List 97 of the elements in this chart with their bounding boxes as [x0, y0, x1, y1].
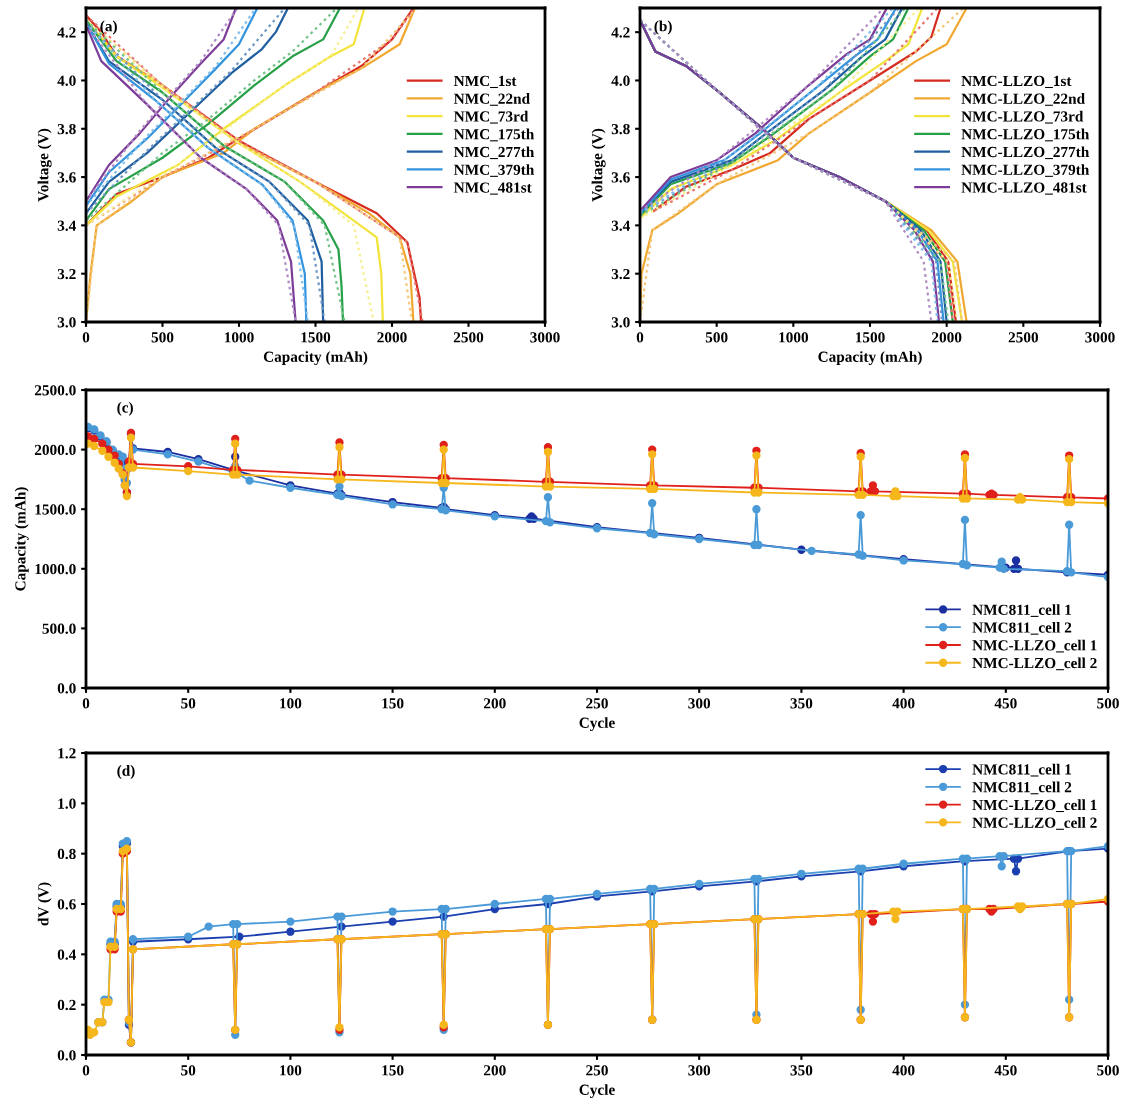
y-tick-label: 0.2	[57, 999, 76, 1011]
legend-label: NMC811_cell 1	[972, 763, 1072, 777]
x-tick-label: 2000	[932, 332, 962, 343]
legend-label: NMC811_cell 1	[972, 604, 1072, 617]
y-tick-label: 0.4	[57, 949, 76, 960]
x-tick-label: 450	[994, 1065, 1017, 1076]
legend-label: NMC_22nd	[453, 93, 530, 106]
legend-label: NMC-LLZO_cell 1	[972, 799, 1097, 813]
y-tick-label: 0.0	[57, 1050, 76, 1061]
x-tick-label: 1500	[301, 332, 331, 343]
x-tick-label: 100	[280, 698, 302, 709]
y-tick-label: 3.8	[611, 123, 630, 135]
legend-label: NMC-LLZO_22nd	[961, 93, 1085, 106]
y-tick-label: 4.0	[57, 75, 76, 86]
legend-label: NMC-LLZO_cell 2	[972, 817, 1097, 830]
x-tick-label: 200	[483, 1065, 506, 1076]
legend-label: NMC_277th	[453, 146, 535, 160]
x-tick-label: 300	[688, 698, 711, 709]
x-tick-label: 500	[151, 332, 174, 343]
y-tick-label: 0.6	[57, 899, 76, 910]
y-tick-label: 3.2	[611, 268, 630, 280]
x-tick-label: 150	[382, 698, 404, 709]
x-tick-label: 0	[82, 698, 90, 709]
text: (c)	[117, 401, 133, 416]
x-tick-label: 100	[280, 1065, 302, 1076]
y-tick-label: 3.8	[57, 123, 76, 135]
y-axis-title: Voltage (V)	[591, 128, 606, 202]
y-axis-title: dV (V)	[37, 882, 52, 926]
x-tick-label: 3000	[1085, 332, 1115, 343]
text: (d)	[117, 765, 135, 779]
y-tick-label: 3.2	[57, 268, 76, 280]
x-tick-label: 50	[181, 1065, 196, 1076]
y-tick-label: 3.4	[57, 220, 76, 231]
y-tick-label: 4.2	[57, 27, 76, 38]
x-axis-title: Cycle	[579, 1084, 615, 1099]
x-tick-label: 300	[688, 1065, 711, 1076]
legend-label: NMC-LLZO_cell 2	[972, 657, 1097, 671]
y-tick-label: 500.0	[42, 623, 76, 634]
x-tick-label: 450	[994, 698, 1017, 709]
x-tick-label: 500	[705, 332, 728, 343]
x-tick-label: 50	[181, 698, 196, 709]
x-tick-label: 350	[790, 1065, 813, 1076]
x-tick-label: 2500	[1008, 332, 1039, 343]
legend-label: NMC_1st	[453, 75, 517, 89]
y-tick-label: 4.2	[611, 27, 630, 38]
y-tick-label: 3.0	[57, 317, 76, 328]
x-tick-label: 150	[382, 1065, 404, 1076]
text: (b)	[654, 20, 672, 35]
text: (a)	[100, 20, 117, 35]
y-tick-label: 4.0	[611, 75, 630, 86]
x-tick-label: 500	[1097, 698, 1119, 709]
x-tick-label: 3000	[530, 332, 560, 343]
x-tick-label: 2500	[453, 332, 484, 343]
y-tick-label: 1.2	[58, 748, 76, 759]
legend-label: NMC-LLZO_cell 1	[972, 639, 1097, 653]
legend-label: NMC-LLZO_379th	[961, 164, 1090, 177]
legend-label: NMC-LLZO_1st	[961, 75, 1072, 89]
x-tick-label: 0	[636, 332, 644, 343]
y-tick-label: 0.0	[57, 683, 76, 694]
x-tick-label: 400	[892, 698, 915, 709]
legend-label: NMC-LLZO_481st	[961, 182, 1087, 195]
x-tick-label: 250	[586, 698, 608, 709]
x-tick-label: 200	[483, 698, 506, 709]
x-tick-label: 1500	[855, 332, 885, 343]
x-tick-label: 2000	[377, 332, 407, 343]
y-tick-label: 3.6	[57, 172, 76, 183]
x-tick-label: 400	[892, 1065, 915, 1076]
x-axis-title: Capacity (mAh)	[818, 351, 922, 366]
legend-label: NMC_73rd	[453, 110, 529, 124]
y-tick-label: 1.0	[58, 798, 76, 809]
y-tick-label: 3.4	[611, 220, 630, 231]
x-tick-label: 0	[82, 332, 90, 343]
y-tick-label: 1000.0	[35, 563, 76, 575]
legend-label: NMC_481st	[453, 182, 532, 195]
y-tick-label: 0.8	[57, 848, 76, 860]
x-tick-label: 0	[82, 1065, 90, 1076]
x-axis-title: Cycle	[579, 717, 615, 732]
legend-label: NMC-LLZO_73rd	[961, 110, 1084, 124]
legend-label: NMC_175th	[453, 128, 535, 142]
y-tick-label: 2000.0	[34, 444, 76, 456]
y-axis-title: Capacity (mAh)	[14, 487, 29, 591]
x-tick-label: 350	[790, 698, 813, 709]
x-tick-label: 1000	[779, 332, 809, 343]
x-tick-label: 1000	[224, 332, 254, 343]
legend-label: NMC811_cell 2	[972, 621, 1072, 635]
y-tick-label: 3.6	[611, 172, 630, 183]
x-tick-label: 250	[586, 1065, 608, 1076]
y-tick-label: 2500.0	[34, 385, 76, 396]
y-axis-title: Voltage (V)	[37, 128, 52, 202]
y-tick-label: 1500.0	[35, 504, 76, 515]
x-tick-label: 500	[1097, 1065, 1119, 1076]
x-axis-title: Capacity (mAh)	[263, 351, 368, 366]
legend-label: NMC811_cell 2	[972, 781, 1072, 795]
legend-label: NMC_379th	[453, 164, 535, 177]
y-tick-label: 3.0	[611, 317, 630, 328]
legend-label: NMC-LLZO_277th	[961, 146, 1090, 160]
legend-label: NMC-LLZO_175th	[961, 128, 1090, 142]
